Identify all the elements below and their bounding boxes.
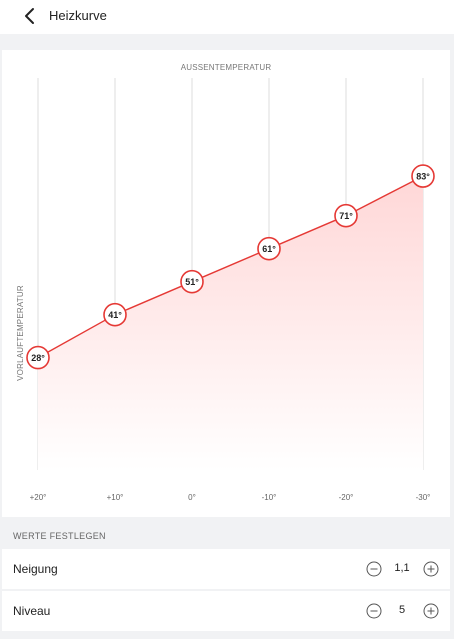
curve-point: 83° bbox=[411, 164, 435, 188]
header-bar: Heizkurve bbox=[0, 0, 454, 34]
curve-line bbox=[37, 175, 424, 359]
curve-point: 41° bbox=[103, 302, 127, 327]
neigung-decrease-button[interactable] bbox=[366, 561, 382, 577]
plus-circle-icon bbox=[423, 603, 439, 619]
niveau-value: 5 bbox=[398, 604, 406, 616]
niveau-row: Niveau 5 bbox=[2, 591, 450, 631]
x-tick-label: +20° bbox=[30, 493, 47, 502]
curve-point-label: 61° bbox=[262, 244, 276, 254]
x-tick-label: -10° bbox=[262, 493, 277, 502]
curve-point-label: 71° bbox=[339, 211, 353, 221]
heating-curve-chart: AUSSENTEMPERATUR VORLAUFTEMPERATUR 28° 41… bbox=[2, 50, 450, 517]
curve-point-marker bbox=[334, 203, 358, 228]
chart-svg: AUSSENTEMPERATUR VORLAUFTEMPERATUR 28° 41… bbox=[16, 63, 435, 502]
curve-point-label: 28° bbox=[31, 353, 45, 363]
neigung-label: Neigung bbox=[13, 562, 58, 576]
neigung-row: Neigung 1,1 bbox=[2, 549, 450, 589]
curve-area-fill bbox=[38, 176, 423, 470]
curve-point: 61° bbox=[257, 236, 281, 261]
curve-point-label: 83° bbox=[416, 171, 430, 181]
chevron-left-icon bbox=[25, 8, 34, 24]
niveau-decrease-button[interactable] bbox=[366, 603, 382, 619]
section-title: WERTE FESTLEGEN bbox=[13, 531, 106, 541]
minus-circle-icon bbox=[366, 603, 382, 619]
neigung-value: 1,1 bbox=[394, 562, 410, 574]
x-axis-title: AUSSENTEMPERATUR bbox=[181, 63, 272, 72]
plus-circle-icon bbox=[423, 561, 439, 577]
curve-point-marker bbox=[26, 345, 50, 370]
x-tick-label: +10° bbox=[107, 493, 124, 502]
neigung-increase-button[interactable] bbox=[423, 561, 439, 577]
back-button[interactable] bbox=[20, 5, 42, 27]
curve-point-label: 41° bbox=[108, 310, 122, 320]
curve-point-marker bbox=[411, 164, 435, 188]
curve-point: 71° bbox=[334, 203, 358, 228]
x-tick-label: 0° bbox=[188, 493, 196, 502]
row-divider bbox=[2, 589, 450, 591]
curve-point-marker bbox=[257, 236, 281, 261]
curve-point: 51° bbox=[180, 269, 204, 294]
niveau-increase-button[interactable] bbox=[423, 603, 439, 619]
curve-point-marker bbox=[103, 302, 127, 327]
curve-point-marker bbox=[180, 269, 204, 294]
minus-circle-icon bbox=[366, 561, 382, 577]
curve-point: 28° bbox=[26, 345, 50, 370]
x-tick-label: -30° bbox=[416, 493, 431, 502]
curve-point-label: 51° bbox=[185, 277, 199, 287]
page-title: Heizkurve bbox=[49, 8, 107, 23]
niveau-label: Niveau bbox=[13, 604, 51, 618]
y-axis-title: VORLAUFTEMPERATUR bbox=[16, 285, 25, 381]
x-tick-label: -20° bbox=[339, 493, 354, 502]
